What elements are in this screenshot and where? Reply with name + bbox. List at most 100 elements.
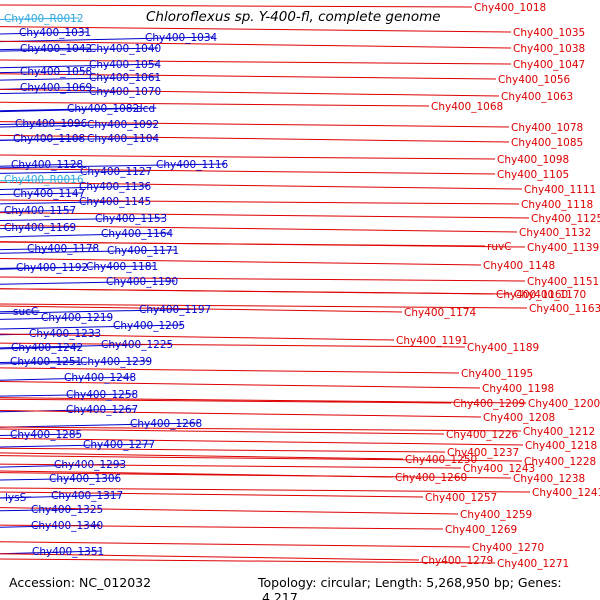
gene-label: Chy400_1257 bbox=[425, 492, 497, 504]
accession-label: Accession: bbox=[9, 575, 76, 590]
label-leader-line bbox=[0, 226, 74, 230]
label-leader-line bbox=[0, 426, 522, 432]
gene-label: Chy400_1238 bbox=[513, 473, 585, 485]
label-leader-line bbox=[0, 170, 150, 174]
gene-label: Chy400_1269 bbox=[445, 524, 517, 536]
gene-label: Chy400_1189 bbox=[467, 342, 539, 354]
leader-lines bbox=[0, 4, 531, 564]
gene-label: Chy400_1111 bbox=[524, 184, 596, 196]
label-leader-line bbox=[0, 241, 526, 248]
label-leader-line bbox=[0, 181, 523, 190]
rna-gene-label: Chy400_R0012 bbox=[4, 13, 84, 25]
gene-label: Chy400_1069 bbox=[20, 82, 92, 94]
label-leader-line bbox=[0, 452, 404, 460]
label-leader-line bbox=[0, 168, 496, 175]
gene-label: Chy400_1258 bbox=[66, 389, 138, 401]
gene-label: Chy400_1139 bbox=[527, 242, 599, 254]
gene-label: Chy400_1233 bbox=[29, 328, 101, 340]
topology-value: circular bbox=[320, 575, 367, 590]
label-leader-line bbox=[0, 107, 137, 112]
label-leader-line bbox=[0, 410, 482, 418]
label-leader-line bbox=[0, 433, 80, 436]
gene-label: Chy400_1192 bbox=[16, 262, 88, 274]
gene-label: Chy400_1237 bbox=[447, 447, 519, 459]
label-leader-line bbox=[0, 508, 101, 512]
gene-label: Chy400_1054 bbox=[89, 59, 162, 71]
gene-label: Chy400_1132 bbox=[519, 227, 591, 239]
gene-label: Chy400_1178 bbox=[27, 243, 99, 255]
gene-label: Chy400_1190 bbox=[106, 276, 178, 288]
label-leader-line bbox=[0, 101, 430, 107]
label-leader-line bbox=[0, 265, 156, 269]
gene-label: Chy400_1218 bbox=[525, 440, 597, 452]
label-leader-line bbox=[0, 342, 466, 348]
label-leader-line bbox=[0, 437, 524, 446]
label-leader-line bbox=[0, 491, 424, 498]
gene-label: Chy400_1268 bbox=[130, 418, 202, 430]
gene-label: Chy400_1200 bbox=[528, 398, 600, 410]
label-leader-line bbox=[0, 477, 119, 481]
gene-label: Chy400_1127 bbox=[80, 166, 152, 178]
gene-label: Chy400_1340 bbox=[31, 520, 103, 532]
length-value: 5,268,950 bp bbox=[426, 575, 510, 590]
gene-label: dcd bbox=[136, 103, 155, 115]
gene-label: Chy400_1063 bbox=[501, 91, 573, 103]
label-leader-line bbox=[0, 303, 528, 309]
gene-label: Chy400_1181 bbox=[86, 261, 158, 273]
gene-label: Chy400_1195 bbox=[461, 368, 533, 380]
label-leader-line bbox=[0, 308, 209, 314]
label-leader-line bbox=[0, 360, 80, 363]
gene-label: Chy400_1226 bbox=[446, 429, 519, 441]
gene-label: Chy400_1116 bbox=[156, 159, 229, 171]
gene-label: Chy400_1191 bbox=[396, 335, 468, 347]
gene-label: Chy400_1098 bbox=[497, 154, 569, 166]
gene-label: Chy400_1209 bbox=[453, 398, 525, 410]
label-leader-line bbox=[0, 163, 81, 167]
label-leader-line bbox=[0, 524, 101, 528]
label-leader-line bbox=[0, 224, 518, 233]
gene-label: Chy400_1058 bbox=[20, 66, 92, 78]
gene-label: Chy400_1056 bbox=[498, 74, 571, 86]
label-leader-line bbox=[0, 26, 512, 33]
label-leader-line bbox=[0, 86, 90, 90]
label-leader-line bbox=[0, 360, 150, 365]
gene-label: Chy400_1163 bbox=[529, 303, 600, 315]
gene-label: Chy400_1171 bbox=[107, 245, 179, 257]
label-leader-line bbox=[0, 4, 473, 8]
gene-label: Chy400_1169 bbox=[4, 222, 76, 234]
gene-label: Chy400_1153 bbox=[95, 213, 167, 225]
gene-label: Chy400_1277 bbox=[83, 439, 155, 451]
gene-label: Chy400_1145 bbox=[79, 196, 151, 208]
label-leader-line bbox=[0, 31, 89, 35]
gene-label: Chy400_1147 bbox=[13, 188, 85, 200]
gene-label: Chy400_1018 bbox=[474, 2, 546, 14]
label-leader-line bbox=[0, 90, 159, 94]
label-leader-line bbox=[0, 163, 226, 169]
gene-label: Chy400_1285 bbox=[10, 429, 82, 441]
label-leader-line bbox=[0, 200, 149, 205]
gene-label: Chy400_1170 bbox=[514, 289, 586, 301]
gene-label: lysS bbox=[5, 492, 27, 504]
gene-label: Chy400_1157 bbox=[4, 205, 76, 217]
genes-value: 4,217 bbox=[261, 590, 298, 600]
label-leader-line bbox=[0, 209, 74, 213]
gene-label: Chy400_1078 bbox=[511, 122, 583, 134]
label-leader-line bbox=[0, 470, 394, 478]
label-leader-line bbox=[0, 154, 496, 160]
label-leader-line bbox=[0, 487, 531, 493]
gene-label: Chy400_1270 bbox=[472, 542, 544, 554]
label-leader-line bbox=[0, 408, 136, 413]
label-leader-line bbox=[0, 185, 149, 191]
length-label: Length: bbox=[374, 575, 423, 590]
label-leader-line bbox=[0, 376, 134, 381]
gene-label: Chy400_1174 bbox=[404, 307, 477, 319]
label-leader-line bbox=[0, 463, 124, 468]
gene-label: Chy400_1136 bbox=[79, 181, 152, 193]
label-leader-line bbox=[0, 36, 215, 43]
gene-label: Chy400_1267 bbox=[66, 404, 138, 416]
label-leader-line bbox=[0, 137, 157, 141]
label-leader-line bbox=[0, 398, 452, 404]
gene-label: Chy400_1279 bbox=[421, 555, 493, 567]
gene-label: Chy400_1306 bbox=[49, 473, 122, 485]
gene-label: Chy400_1108 bbox=[13, 133, 85, 145]
